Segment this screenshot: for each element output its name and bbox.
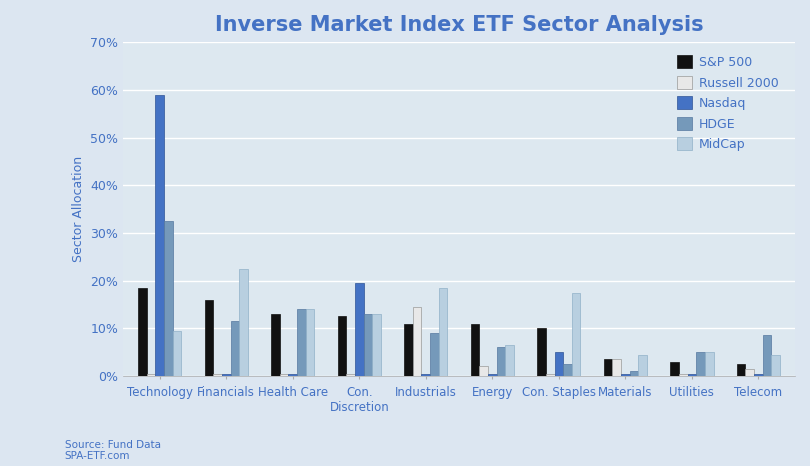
Bar — [373, 314, 381, 376]
Bar — [621, 374, 629, 376]
Bar — [439, 288, 447, 376]
Bar — [670, 362, 679, 376]
Bar — [279, 374, 288, 376]
Bar — [213, 374, 222, 376]
Bar — [231, 321, 239, 376]
Bar — [404, 323, 413, 376]
Bar — [771, 355, 780, 376]
Bar — [679, 374, 688, 376]
Bar — [572, 293, 581, 376]
Bar — [603, 359, 612, 376]
Bar — [555, 352, 563, 376]
Bar — [430, 333, 439, 376]
Bar — [222, 374, 231, 376]
Bar — [497, 347, 505, 376]
Title: Inverse Market Index ETF Sector Analysis: Inverse Market Index ETF Sector Analysis — [215, 15, 703, 35]
Bar — [629, 371, 638, 376]
Bar — [705, 352, 714, 376]
Bar — [505, 345, 514, 376]
Bar — [271, 314, 279, 376]
Bar — [737, 364, 745, 376]
Bar — [480, 366, 488, 376]
Bar — [164, 221, 173, 376]
Bar — [488, 374, 497, 376]
Bar — [612, 359, 621, 376]
Bar — [288, 374, 297, 376]
Bar — [471, 323, 480, 376]
Bar — [138, 288, 147, 376]
Bar — [205, 300, 213, 376]
Bar — [305, 309, 314, 376]
Bar — [563, 364, 572, 376]
Bar — [147, 374, 156, 376]
Legend: S&P 500, Russell 2000, Nasdaq, HDGE, MidCap: S&P 500, Russell 2000, Nasdaq, HDGE, Mid… — [674, 52, 782, 155]
Bar — [537, 329, 546, 376]
Y-axis label: Sector Allocation: Sector Allocation — [72, 156, 85, 262]
Bar — [355, 283, 364, 376]
Bar — [297, 309, 305, 376]
Bar — [364, 314, 373, 376]
Bar — [638, 355, 647, 376]
Bar — [347, 374, 355, 376]
Bar — [413, 307, 421, 376]
Bar — [697, 352, 705, 376]
Bar — [156, 95, 164, 376]
Bar — [338, 316, 347, 376]
Bar — [173, 331, 181, 376]
Bar — [421, 374, 430, 376]
Bar — [688, 374, 697, 376]
Bar — [546, 374, 555, 376]
Bar — [763, 336, 771, 376]
Bar — [239, 269, 248, 376]
Bar — [745, 369, 754, 376]
Text: Source: Fund Data
SPA-ETF.com: Source: Fund Data SPA-ETF.com — [65, 440, 161, 461]
Bar — [754, 374, 763, 376]
